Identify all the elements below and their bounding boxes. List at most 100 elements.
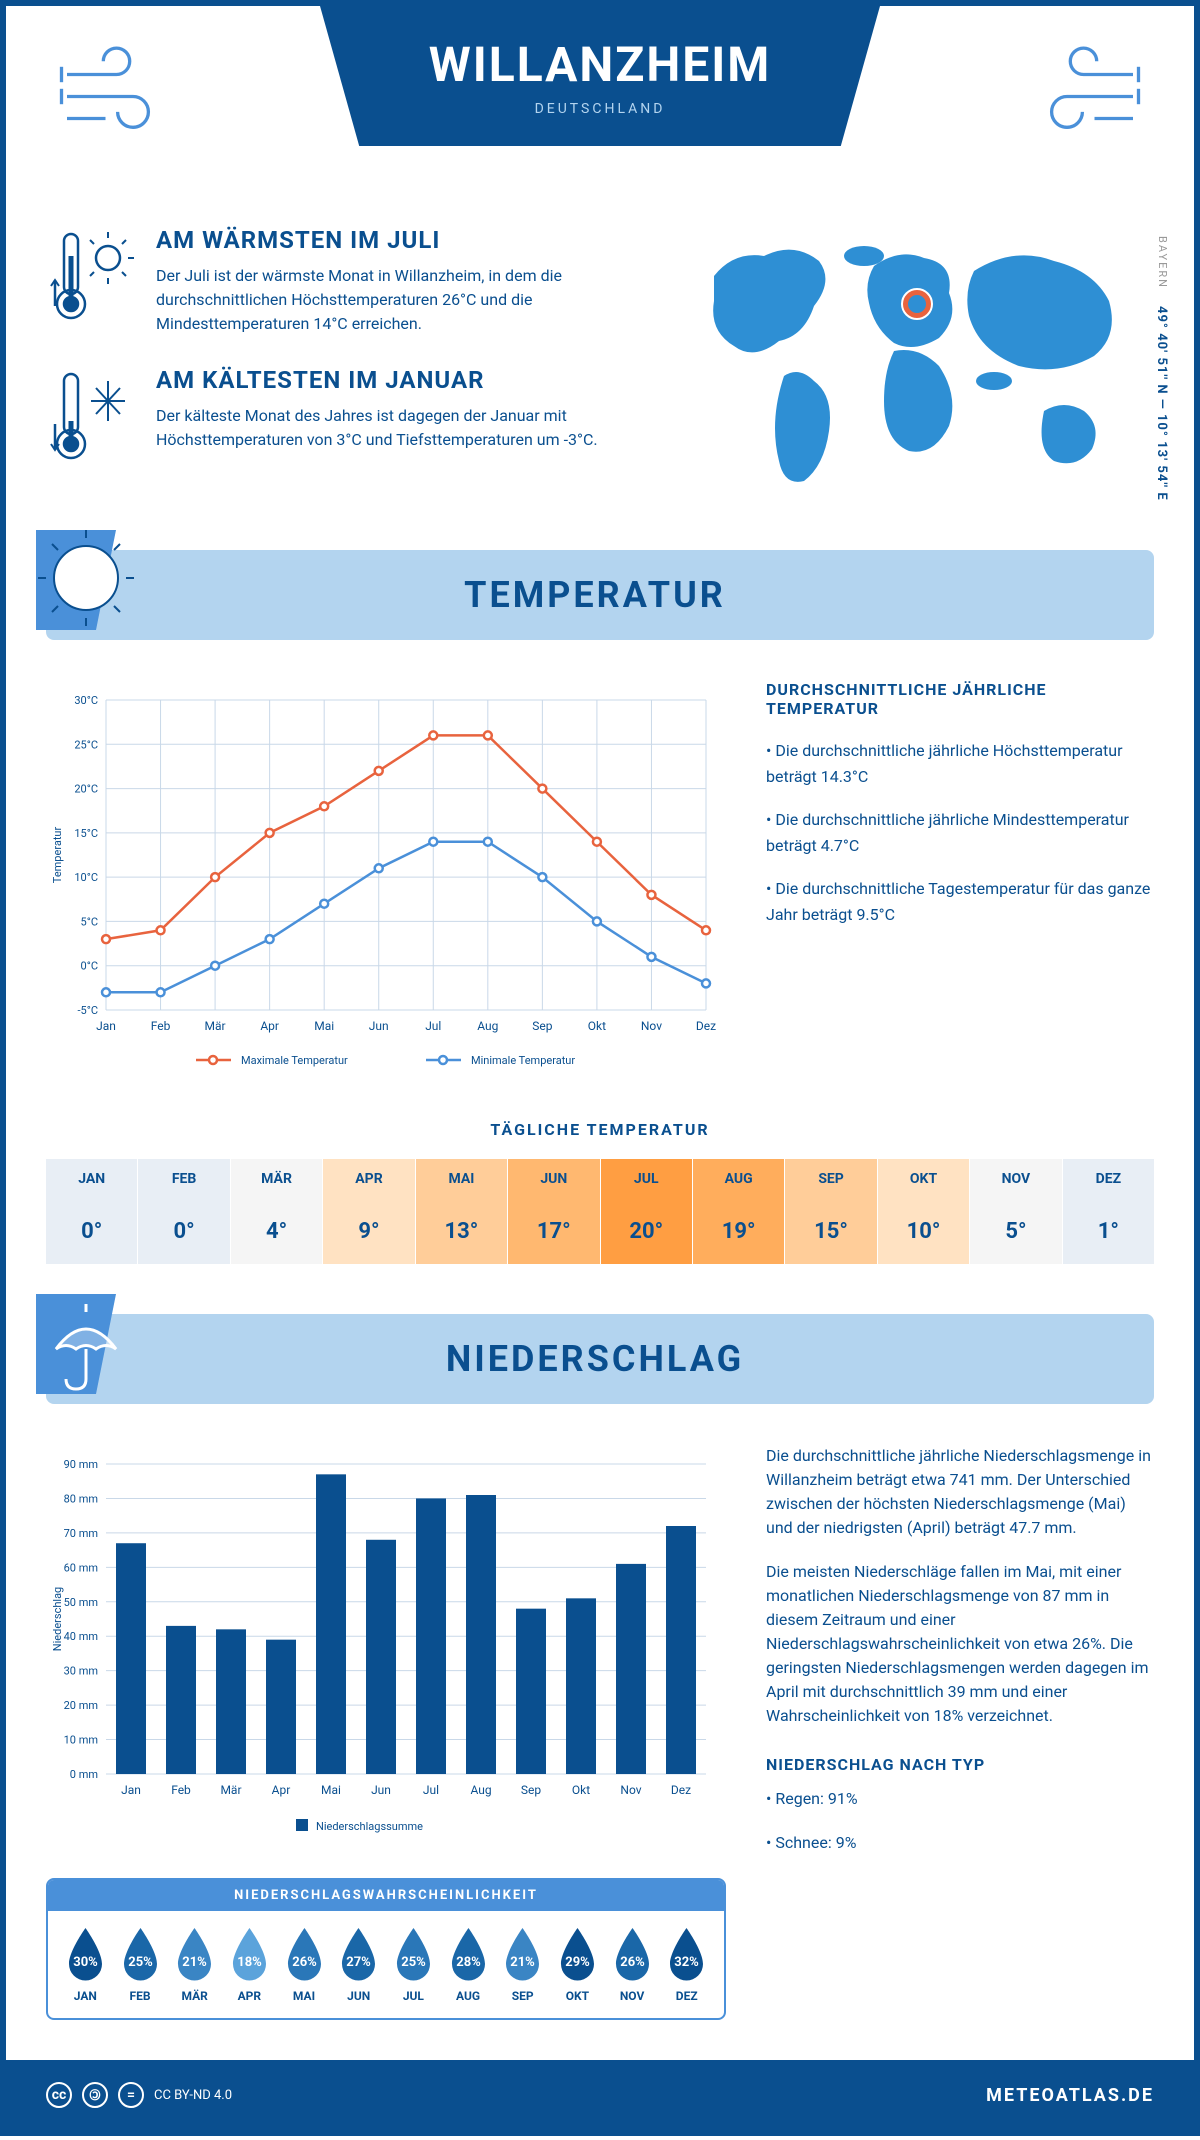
daily-temp-cell: APR9°	[323, 1159, 415, 1264]
svg-text:25%: 25%	[401, 1955, 426, 1970]
daily-temp-cell: NOV5°	[970, 1159, 1062, 1264]
svg-text:29%: 29%	[565, 1955, 590, 1970]
sun-icon	[36, 530, 156, 650]
wind-icon	[1034, 36, 1144, 146]
svg-text:Sep: Sep	[521, 1783, 541, 1797]
svg-text:Aug: Aug	[470, 1783, 491, 1797]
svg-text:25°C: 25°C	[74, 738, 98, 751]
svg-text:90 mm: 90 mm	[64, 1458, 98, 1471]
footer: cc 🄯 = CC BY-ND 4.0 METEOATLAS.DE	[6, 2060, 1194, 2130]
daily-temp-cell: JUL20°	[601, 1159, 693, 1264]
svg-text:10°C: 10°C	[74, 871, 98, 884]
daily-temp-cell: JAN0°	[46, 1159, 138, 1264]
daily-temp-cell: MAI13°	[416, 1159, 508, 1264]
nd-icon: =	[118, 2082, 144, 2108]
svg-text:Mär: Mär	[220, 1783, 241, 1797]
probability-cell: 25%FEB	[113, 1926, 168, 2003]
precipitation-title: NIEDERSCHLAG	[156, 1338, 1154, 1380]
svg-text:Nov: Nov	[620, 1783, 641, 1797]
city-name: WILLANZHEIM	[320, 36, 880, 93]
daily-temp-cell: JUN17°	[508, 1159, 600, 1264]
daily-temp-cell: MÄR4°	[231, 1159, 323, 1264]
cc-icon: cc	[46, 2082, 72, 2108]
svg-text:Jul: Jul	[425, 1019, 441, 1033]
svg-text:Dez: Dez	[671, 1783, 691, 1797]
temp-bullet-3: • Die durchschnittliche Tagestemperatur …	[766, 876, 1154, 927]
svg-text:70 mm: 70 mm	[64, 1527, 98, 1540]
svg-text:Feb: Feb	[151, 1019, 171, 1033]
svg-text:Niederschlag: Niederschlag	[51, 1587, 64, 1651]
svg-text:21%: 21%	[510, 1955, 535, 1970]
probability-cell: 32%DEZ	[659, 1926, 714, 2003]
svg-text:Mär: Mär	[205, 1019, 226, 1033]
probability-panel: NIEDERSCHLAGSWAHRSCHEINLICHKEIT 30%JAN25…	[46, 1878, 726, 2020]
svg-text:30°C: 30°C	[74, 694, 98, 707]
svg-text:0 mm: 0 mm	[70, 1768, 98, 1781]
coordinates: 49° 40' 51'' N — 10° 13' 54'' E	[1154, 306, 1169, 501]
probability-cell: 27%JUN	[331, 1926, 386, 2003]
probability-cell: 21%MÄR	[167, 1926, 222, 2003]
svg-text:Jul: Jul	[423, 1783, 439, 1797]
title-banner: WILLANZHEIM DEUTSCHLAND	[320, 6, 880, 146]
svg-text:Maximale Temperatur: Maximale Temperatur	[241, 1054, 348, 1067]
temperature-section-header: TEMPERATUR	[46, 550, 1154, 640]
coldest-title: AM KÄLTESTEN IM JANUAR	[156, 366, 634, 394]
svg-text:15°C: 15°C	[74, 827, 98, 840]
probability-cell: 18%APR	[222, 1926, 277, 2003]
svg-text:Mai: Mai	[314, 1019, 334, 1033]
svg-text:Minimale Temperatur: Minimale Temperatur	[471, 1054, 575, 1067]
svg-text:Okt: Okt	[572, 1783, 590, 1797]
license: cc 🄯 = CC BY-ND 4.0	[46, 2082, 232, 2108]
svg-text:-5°C: -5°C	[78, 1004, 99, 1017]
svg-text:27%: 27%	[346, 1955, 371, 1970]
svg-text:Aug: Aug	[477, 1019, 498, 1033]
svg-text:26%: 26%	[620, 1955, 645, 1970]
precip-type-1: • Regen: 91%	[766, 1787, 1154, 1811]
svg-text:20 mm: 20 mm	[64, 1699, 98, 1712]
warmest-title: AM WÄRMSTEN IM JULI	[156, 226, 634, 254]
svg-text:30 mm: 30 mm	[64, 1665, 98, 1678]
svg-text:20°C: 20°C	[74, 783, 98, 796]
daily-temp-cell: DEZ1°	[1063, 1159, 1154, 1264]
header: WILLANZHEIM DEUTSCHLAND	[46, 6, 1154, 206]
svg-text:40 mm: 40 mm	[64, 1630, 98, 1643]
svg-text:Jun: Jun	[371, 1783, 391, 1797]
svg-text:28%: 28%	[456, 1955, 481, 1970]
precip-p1: Die durchschnittliche jährliche Niedersc…	[766, 1444, 1154, 1540]
svg-text:Apr: Apr	[272, 1783, 291, 1797]
svg-text:Dez: Dez	[696, 1019, 716, 1033]
coldest-text: Der kälteste Monat des Jahres ist dagege…	[156, 404, 634, 452]
coldest-fact: AM KÄLTESTEN IM JANUAR Der kälteste Mona…	[46, 366, 634, 466]
thermometer-cold-icon	[46, 366, 136, 466]
svg-text:Sep: Sep	[532, 1019, 552, 1033]
svg-text:Apr: Apr	[260, 1019, 279, 1033]
precip-type-2: • Schnee: 9%	[766, 1831, 1154, 1855]
region-label: BAYERN	[1156, 236, 1169, 289]
precip-p2: Die meisten Niederschläge fallen im Mai,…	[766, 1560, 1154, 1728]
infographic-page: WILLANZHEIM DEUTSCHLAND AM WÄRMSTEN IM J…	[0, 0, 1200, 2136]
daily-temp-cell: OKT10°	[878, 1159, 970, 1264]
probability-cell: 26%MAI	[277, 1926, 332, 2003]
probability-cell: 26%NOV	[605, 1926, 660, 2003]
probability-title: NIEDERSCHLAGSWAHRSCHEINLICHKEIT	[48, 1880, 724, 1911]
svg-text:18%: 18%	[237, 1955, 262, 1970]
daily-temp-cell: SEP15°	[785, 1159, 877, 1264]
svg-text:10 mm: 10 mm	[64, 1734, 98, 1747]
world-map	[674, 226, 1154, 506]
svg-text:Jan: Jan	[96, 1019, 116, 1033]
by-icon: 🄯	[82, 2082, 108, 2108]
precip-type-title: NIEDERSCHLAG NACH TYP	[766, 1753, 1154, 1777]
svg-text:Temperatur: Temperatur	[51, 827, 64, 884]
temperature-line-chart: -5°C0°C5°C10°C15°C20°C25°C30°CJanFebMärA…	[46, 680, 726, 1080]
svg-text:Jan: Jan	[121, 1783, 141, 1797]
warmest-text: Der Juli ist der wärmste Monat in Willan…	[156, 264, 634, 336]
svg-text:80 mm: 80 mm	[64, 1492, 98, 1505]
svg-text:26%: 26%	[292, 1955, 317, 1970]
intro-section: AM WÄRMSTEN IM JULI Der Juli ist der wär…	[46, 206, 1154, 550]
precipitation-bar-chart: 0 mm10 mm20 mm30 mm40 mm50 mm60 mm70 mm8…	[46, 1444, 726, 1844]
temp-bullet-2: • Die durchschnittliche jährliche Mindes…	[766, 807, 1154, 858]
probability-cell: 30%JAN	[58, 1926, 113, 2003]
svg-text:5°C: 5°C	[81, 915, 98, 928]
svg-text:30%: 30%	[73, 1955, 98, 1970]
umbrella-icon	[36, 1294, 156, 1414]
